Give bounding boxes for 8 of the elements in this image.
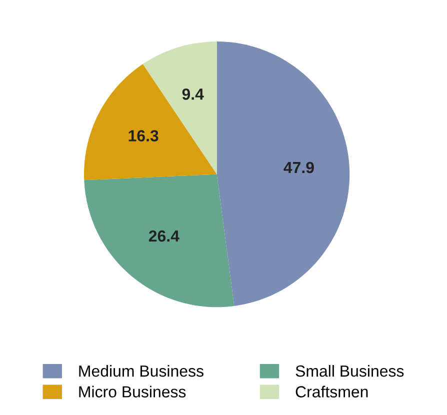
data-label: 16.3: [128, 130, 158, 142]
data-label: 47.9: [284, 162, 314, 174]
data-label: 9.4: [182, 88, 204, 100]
legend-label: Micro Business: [79, 386, 186, 398]
legend-label: Craftsmen: [296, 386, 368, 398]
legend-label: Small Business: [296, 365, 404, 377]
data-label: 26.4: [148, 230, 180, 242]
legend-label: Medium Business: [79, 365, 204, 377]
